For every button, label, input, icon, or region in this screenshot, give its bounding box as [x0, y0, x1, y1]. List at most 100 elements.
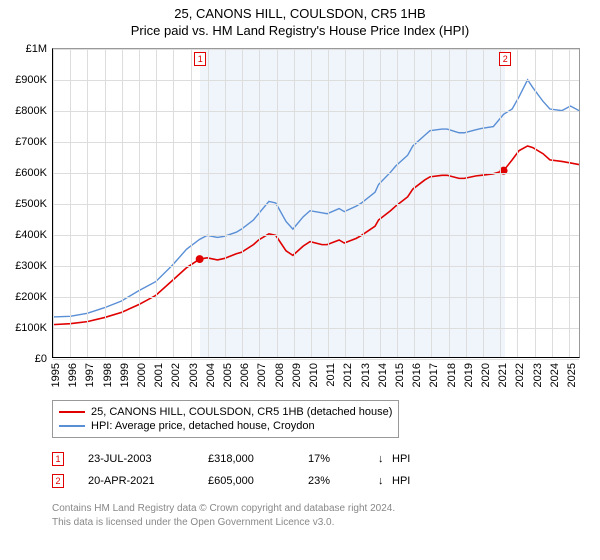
- sale-price: £318,000: [208, 453, 308, 465]
- y-tick-label: £1M: [26, 43, 53, 55]
- legend-swatch: [59, 425, 85, 427]
- x-tick-label: 2010: [308, 363, 320, 387]
- gridline-v: [208, 49, 209, 357]
- x-tick-label: 2000: [136, 363, 148, 387]
- gridline-v: [535, 49, 536, 357]
- sales-table: 1 23-JUL-2003£318,00017%↓HPI 2 20-APR-2021£…: [52, 448, 410, 492]
- gridline-v: [225, 49, 226, 357]
- x-tick-label: 1999: [119, 363, 131, 387]
- gridline-v: [569, 49, 570, 357]
- gridline-v: [53, 49, 54, 357]
- gridline-h: [53, 359, 579, 360]
- gridline-v: [294, 49, 295, 357]
- gridline-v: [345, 49, 346, 357]
- x-tick-label: 2021: [497, 363, 509, 387]
- sale-price: £605,000: [208, 475, 308, 487]
- gridline-v: [259, 49, 260, 357]
- x-tick-label: 2005: [222, 363, 234, 387]
- down-arrow-icon: ↓: [378, 475, 392, 487]
- sale-marker-box: 2: [52, 474, 64, 488]
- x-tick-label: 2011: [325, 363, 337, 387]
- y-tick-label: £900K: [15, 74, 53, 86]
- y-tick-label: £200K: [15, 291, 53, 303]
- x-tick-label: 2025: [566, 363, 578, 387]
- x-tick-label: 2020: [480, 363, 492, 387]
- x-tick-label: 2006: [239, 363, 251, 387]
- x-tick-label: 2019: [463, 363, 475, 387]
- x-tick-label: 2002: [170, 363, 182, 387]
- legend: 25, CANONS HILL, COULSDON, CR5 1HB (deta…: [52, 400, 399, 438]
- y-tick-label: £100K: [15, 322, 53, 334]
- x-tick-label: 2012: [342, 363, 354, 387]
- sale-date: 20-APR-2021: [88, 475, 208, 487]
- gridline-v: [70, 49, 71, 357]
- sale-row: 1 23-JUL-2003£318,00017%↓HPI: [52, 448, 410, 470]
- footer-line-1: Contains HM Land Registry data © Crown c…: [52, 502, 395, 516]
- sale-marker-box: 1: [52, 452, 64, 466]
- gridline-v: [380, 49, 381, 357]
- gridline-v: [414, 49, 415, 357]
- gridline-v: [363, 49, 364, 357]
- chart-title-2: Price paid vs. HM Land Registry's House …: [0, 21, 600, 38]
- footer: Contains HM Land Registry data © Crown c…: [52, 502, 395, 529]
- y-tick-label: £700K: [15, 136, 53, 148]
- x-tick-label: 2007: [256, 363, 268, 387]
- gridline-v: [277, 49, 278, 357]
- y-tick-label: £800K: [15, 105, 53, 117]
- legend-label: HPI: Average price, detached house, Croy…: [91, 420, 315, 432]
- legend-swatch: [59, 411, 85, 413]
- x-tick-label: 1997: [84, 363, 96, 387]
- gridline-v: [139, 49, 140, 357]
- y-tick-label: £600K: [15, 167, 53, 179]
- sale-marker: 2: [499, 52, 511, 66]
- x-tick-label: 2017: [428, 363, 440, 387]
- y-tick-label: £400K: [15, 229, 53, 241]
- y-tick-label: £500K: [15, 198, 53, 210]
- sale-pct: 17%: [308, 453, 378, 465]
- sale-hpi-label: HPI: [392, 475, 410, 487]
- x-tick-label: 2022: [514, 363, 526, 387]
- x-tick-label: 2004: [205, 363, 217, 387]
- x-tick-label: 2009: [291, 363, 303, 387]
- gridline-v: [517, 49, 518, 357]
- gridline-v: [156, 49, 157, 357]
- gridline-v: [191, 49, 192, 357]
- x-tick-label: 2008: [274, 363, 286, 387]
- gridline-v: [431, 49, 432, 357]
- x-tick-label: 1998: [102, 363, 114, 387]
- sale-row: 2 20-APR-2021£605,00023%↓HPI: [52, 470, 410, 492]
- x-tick-label: 2023: [532, 363, 544, 387]
- x-tick-label: 1995: [50, 363, 62, 387]
- footer-line-2: This data is licensed under the Open Gov…: [52, 516, 395, 530]
- legend-row: 25, CANONS HILL, COULSDON, CR5 1HB (deta…: [59, 405, 392, 419]
- legend-label: 25, CANONS HILL, COULSDON, CR5 1HB (deta…: [91, 406, 392, 418]
- down-arrow-icon: ↓: [378, 453, 392, 465]
- legend-row: HPI: Average price, detached house, Croy…: [59, 419, 392, 433]
- gridline-v: [552, 49, 553, 357]
- x-tick-label: 2001: [153, 363, 165, 387]
- gridline-v: [328, 49, 329, 357]
- gridline-v: [500, 49, 501, 357]
- sale-marker: 1: [194, 52, 206, 66]
- gridline-v: [242, 49, 243, 357]
- x-tick-label: 2014: [377, 363, 389, 387]
- chart-title-1: 25, CANONS HILL, COULSDON, CR5 1HB: [0, 0, 600, 21]
- plot-area: £0£100K£200K£300K£400K£500K£600K£700K£80…: [52, 48, 580, 358]
- sale-pct: 23%: [308, 475, 378, 487]
- gridline-v: [311, 49, 312, 357]
- sale-date: 23-JUL-2003: [88, 453, 208, 465]
- gridline-v: [105, 49, 106, 357]
- x-tick-label: 2016: [411, 363, 423, 387]
- gridline-v: [122, 49, 123, 357]
- x-tick-label: 1996: [67, 363, 79, 387]
- gridline-v: [87, 49, 88, 357]
- sale-hpi-label: HPI: [392, 453, 410, 465]
- x-tick-label: 2018: [446, 363, 458, 387]
- sale-dot: [196, 255, 204, 263]
- gridline-v: [397, 49, 398, 357]
- x-tick-label: 2015: [394, 363, 406, 387]
- gridline-v: [483, 49, 484, 357]
- gridline-v: [173, 49, 174, 357]
- y-tick-label: £300K: [15, 260, 53, 272]
- x-tick-label: 2013: [360, 363, 372, 387]
